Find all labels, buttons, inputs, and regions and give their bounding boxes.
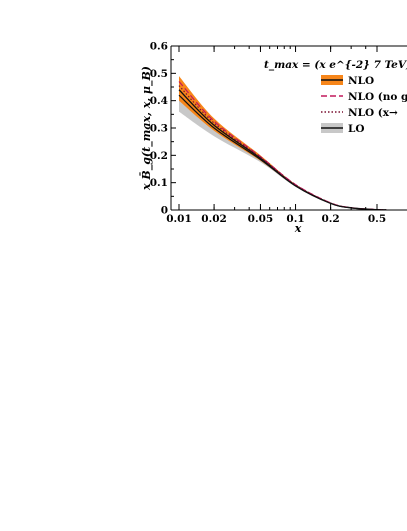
legend-label: NLO (x→ — [348, 107, 398, 119]
legend-label: NLO (no g — [348, 91, 407, 103]
y-tick-label: 0.2 — [150, 150, 168, 162]
tick-labels: 0 0.1 0.2 0.3 0.4 0.5 0.6 0.01 0.02 0.05 0.1 0.2 0.5 — [150, 41, 386, 226]
y-tick-label: 0 — [161, 205, 168, 217]
legend: NLO NLO (no g NLO (x→ LO — [321, 75, 407, 135]
legend-label: NLO — [348, 75, 374, 87]
y-tick-label: 0.5 — [150, 68, 168, 80]
y-tick-label: 0.3 — [150, 123, 168, 135]
ticks — [171, 45, 378, 211]
legend-label: LO — [348, 123, 365, 135]
x-tick-label: 0.02 — [201, 213, 227, 225]
x-axis-label: x — [294, 222, 302, 235]
y-axis-label: x B̄_g(t_max, x, μ_B) — [139, 66, 154, 191]
y-tick-label: 0.4 — [150, 95, 168, 107]
x-tick-label: 0.2 — [321, 213, 339, 225]
series-line-1 — [178, 81, 387, 210]
y-tick-label: 0.1 — [150, 177, 168, 189]
x-tick-label: 0.1 — [286, 213, 304, 225]
x-tick-label: 0.05 — [248, 213, 274, 225]
plot-annotation: t_max = (x e^{-2} 7 TeV) — [264, 59, 407, 72]
x-tick-label: 0.5 — [368, 213, 386, 225]
series-line-2 — [178, 85, 387, 210]
y-tick-label: 0.6 — [150, 41, 168, 53]
x-tick-label: 0.01 — [166, 213, 192, 225]
